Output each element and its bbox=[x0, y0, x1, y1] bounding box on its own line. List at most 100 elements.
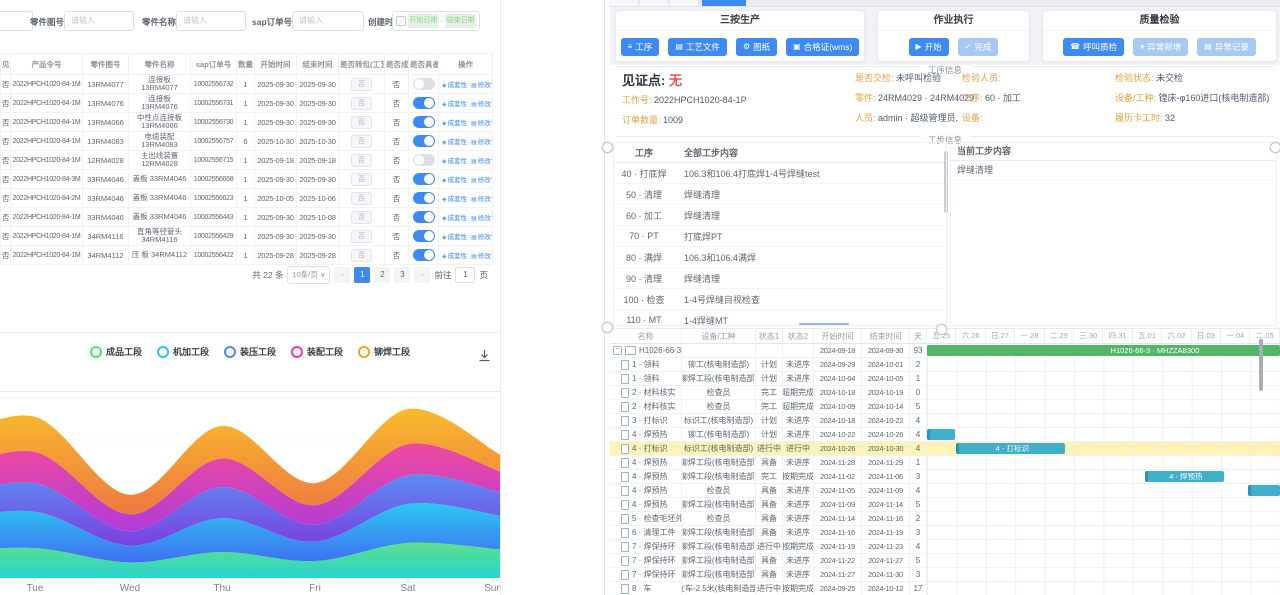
gantt-bar[interactable]: 4 - 打标识 bbox=[956, 443, 1066, 454]
certificate-button[interactable]: ▣ 合格证(wms) bbox=[786, 38, 860, 56]
part-name-input[interactable]: 请输入 bbox=[176, 11, 246, 31]
step-row[interactable]: 50 · 清理 焊缝清理 bbox=[614, 183, 944, 205]
legend-item[interactable]: 铆焊工段 bbox=[358, 345, 410, 358]
ready-toggle[interactable] bbox=[412, 173, 435, 185]
gantt-row[interactable]: 4 · 焊预热 检查员 具备 未进序 2024-11-05 2024-11-09 4 bbox=[610, 484, 1280, 498]
completeness-link[interactable]: ◈成套性 bbox=[442, 215, 468, 222]
ready-toggle[interactable] bbox=[412, 230, 435, 242]
gantt-scrollbar[interactable] bbox=[1259, 339, 1263, 391]
call-inspection-button[interactable]: ☎ 呼叫质检 bbox=[1063, 38, 1125, 56]
modify-record-link[interactable]: ▤修改记录 bbox=[471, 253, 491, 260]
date-end-input[interactable]: 结束日期 bbox=[445, 14, 477, 28]
splitter-handle[interactable] bbox=[602, 142, 613, 153]
start-button[interactable]: ▶ 开始 bbox=[908, 38, 949, 56]
completeness-link[interactable]: ◈成套性 bbox=[442, 139, 468, 146]
ready-toggle[interactable] bbox=[412, 249, 435, 261]
next-page-button[interactable]: › bbox=[414, 267, 431, 283]
modify-record-link[interactable]: ▤修改记录 bbox=[471, 177, 491, 184]
completeness-link[interactable]: ◈成套性 bbox=[442, 177, 468, 184]
craft-doc-button[interactable]: ▤ 工艺文件 bbox=[668, 38, 727, 56]
horizontal-scrollbar[interactable] bbox=[799, 323, 849, 325]
modify-record-link[interactable]: ▤修改记录 bbox=[471, 82, 491, 89]
gantt-row[interactable]: 4 · 焊预热 铆焊工段(核电制造部) 完工 按期完成 2024-11-02 2024-1… bbox=[610, 470, 1280, 484]
completeness-link[interactable]: ◈成套性 bbox=[442, 253, 468, 260]
date-range-picker[interactable]: 开始日期 - 结束日期 bbox=[392, 11, 480, 31]
step-row[interactable]: 60 · 加工 焊缝清理 bbox=[614, 204, 944, 226]
step-row[interactable]: 70 · PT 打底焊PT bbox=[614, 225, 944, 247]
active-tab[interactable] bbox=[702, 0, 746, 6]
gantt-row[interactable]: 6 · 清理工件 铆焊工段(核电制造部) 具备 未进序 2024-11-16 2024-1… bbox=[610, 526, 1280, 540]
split-button[interactable]: 否 bbox=[351, 115, 372, 129]
split-button[interactable]: 否 bbox=[351, 210, 372, 224]
completeness-link[interactable]: ◈成套性 bbox=[442, 82, 468, 89]
legend-item[interactable]: 成品工段 bbox=[89, 345, 142, 358]
gantt-row[interactable]: 7 · 焊保持环 铆焊工段(核电制造部) 具备 未进序 2024-11-27 2024-1… bbox=[610, 568, 1280, 582]
split-button[interactable]: 否 bbox=[351, 172, 372, 186]
sap-order-input[interactable]: 请输入 bbox=[292, 11, 364, 31]
gantt-row[interactable]: 7 · 焊保持环 铆焊工段(核电制造部) 具备 未进序 2024-11-22 2024-1… bbox=[610, 554, 1280, 568]
drawing-button[interactable]: ⚙ 图纸 bbox=[735, 38, 778, 56]
modify-record-link[interactable]: ▤修改记录 bbox=[471, 120, 491, 127]
modify-record-link[interactable]: ▤修改记录 bbox=[471, 101, 491, 108]
tab[interactable] bbox=[610, 0, 639, 6]
process-button[interactable]: ≡ 工序 bbox=[620, 38, 660, 56]
modify-record-link[interactable]: ▤修改记录 bbox=[471, 234, 491, 241]
ready-toggle[interactable] bbox=[412, 192, 435, 204]
splitter-handle[interactable] bbox=[1270, 142, 1280, 153]
tab[interactable] bbox=[640, 0, 669, 6]
modify-record-link[interactable]: ▤修改记录 bbox=[471, 139, 491, 146]
gantt-row[interactable]: 1 · 领料 铆焊工段(核电制造部) 计划 未进序 2024-10-04 2024-10-… bbox=[610, 372, 1280, 386]
ready-toggle[interactable] bbox=[412, 211, 435, 223]
completeness-link[interactable]: ◈成套性 bbox=[442, 196, 468, 203]
split-button[interactable]: 否 bbox=[351, 77, 372, 91]
split-button[interactable]: 否 bbox=[351, 153, 372, 167]
gantt-row[interactable]: 4 · 焊预热 铆工(核电制造部) 计划 未进序 2024-10-22 2024-10-2… bbox=[610, 428, 1280, 442]
gantt-bar[interactable] bbox=[927, 429, 955, 440]
gantt-row[interactable]: 2 · 材料核实 检查员 完工 超期完成 2024-10-09 2024-10-14 5 bbox=[610, 400, 1280, 414]
ready-toggle[interactable] bbox=[412, 78, 435, 90]
completeness-link[interactable]: ◈成套性 bbox=[442, 120, 468, 127]
gantt-row[interactable]: 8 · 车立车-2.5米(核电制造部)进行中按期完成2024-09-252024… bbox=[610, 582, 1280, 595]
page-button-3[interactable]: 3 bbox=[394, 267, 411, 283]
download-icon[interactable] bbox=[477, 348, 492, 363]
step-row[interactable]: 80 · 满焊 106.3和106.4满焊 bbox=[614, 246, 944, 268]
page-size-select[interactable]: 10条/页 ∨ bbox=[287, 266, 331, 284]
split-button[interactable]: 否 bbox=[351, 229, 372, 243]
step-row[interactable]: 40 · 打底焊 106.3和106.4打底焊1-4号焊缝test bbox=[614, 162, 944, 184]
ready-toggle[interactable] bbox=[412, 135, 435, 147]
step-row[interactable]: 90 · 清理 焊缝清理 bbox=[614, 267, 944, 289]
split-button[interactable]: 否 bbox=[351, 191, 372, 205]
modify-record-link[interactable]: ▤修改记录 bbox=[471, 158, 491, 165]
gantt-row[interactable]: 4 · 焊预热 铆焊工段(核电制造部) 具备 未进序 2024-11-09 2024-11… bbox=[610, 498, 1280, 512]
gantt-row[interactable]: 3 · 打标识 标识工(核电制造部) 计划 未进序 2024-10-18 2024-10-… bbox=[610, 414, 1280, 428]
abnormal-record-button[interactable]: ▤ 异常记录 bbox=[1197, 38, 1256, 56]
ready-toggle[interactable] bbox=[412, 97, 435, 109]
date-checkbox[interactable] bbox=[396, 16, 406, 26]
modify-record-link[interactable]: ▤修改记录 bbox=[471, 215, 491, 222]
gantt-bar[interactable]: 4 - 焊预热 bbox=[1144, 471, 1225, 482]
gantt-row[interactable]: 2 · 材料核实 检查员 完工 超期完成 2024-10-18 2024-10-19 0 bbox=[610, 386, 1280, 400]
split-button[interactable]: 否 bbox=[351, 96, 372, 110]
steps-col-process[interactable]: 工序 bbox=[614, 143, 674, 163]
ready-toggle[interactable] bbox=[412, 116, 435, 128]
page-button-2[interactable]: 2 bbox=[374, 267, 391, 283]
split-button[interactable]: 否 bbox=[351, 248, 372, 262]
collapse-icon[interactable]: − bbox=[613, 346, 622, 355]
completeness-link[interactable]: ◈成套性 bbox=[442, 158, 468, 165]
completeness-link[interactable]: ◈成套性 bbox=[442, 101, 468, 108]
tab[interactable] bbox=[670, 0, 699, 6]
finish-button[interactable]: ✓ 完成 bbox=[957, 38, 999, 56]
splitter-handle[interactable] bbox=[602, 322, 613, 333]
page-button-1[interactable]: 1 bbox=[354, 267, 371, 283]
gantt-row[interactable]: 7 · 焊保持环 铆焊工段(核电制造部) 进行中 按期完成 2024-11-19 2024… bbox=[610, 540, 1280, 554]
step-row[interactable]: 100 · 检查 1-4号焊缝目视检查 bbox=[614, 288, 944, 310]
abnormal-add-button[interactable]: ♦ 异常新增 bbox=[1133, 38, 1189, 56]
modify-record-link[interactable]: ▤修改记录 bbox=[471, 196, 491, 203]
gantt-bar[interactable] bbox=[1247, 485, 1280, 496]
legend-item[interactable]: 装压工段 bbox=[223, 345, 276, 358]
splitter-handle[interactable] bbox=[936, 324, 947, 335]
goto-page-input[interactable]: 1 bbox=[455, 267, 476, 283]
date-start-input[interactable]: 开始日期 bbox=[408, 14, 439, 28]
split-button[interactable]: 否 bbox=[351, 134, 372, 148]
